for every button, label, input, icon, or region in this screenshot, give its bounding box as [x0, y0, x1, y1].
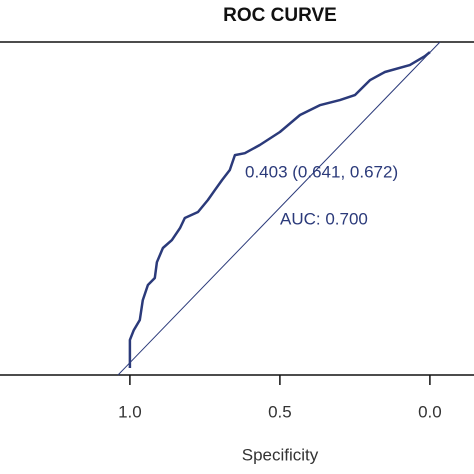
x-tick-label: 0.5 — [268, 402, 292, 421]
chart-title: ROC CURVE — [223, 5, 337, 26]
x-axis-label: Specificity — [242, 445, 319, 464]
annotation: AUC: 0.700 — [280, 209, 368, 228]
reference-diagonal — [117, 41, 441, 376]
roc-curve — [128, 51, 431, 368]
annotation: 0.403 (0.641, 0.672) — [245, 162, 398, 181]
x-tick-label: 1.0 — [118, 402, 142, 421]
x-tick-label: 0.0 — [418, 402, 442, 421]
